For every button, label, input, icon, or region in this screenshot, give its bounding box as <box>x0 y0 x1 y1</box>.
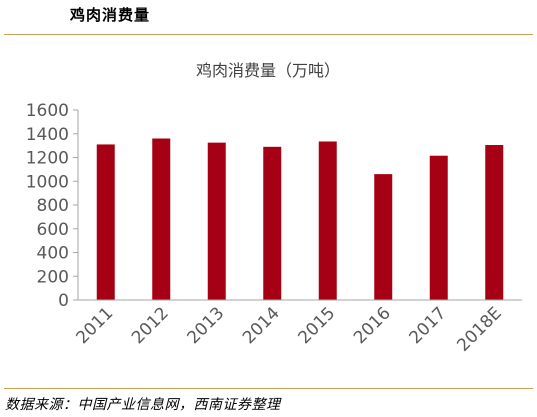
x-tick-label: 2014 <box>239 303 284 348</box>
y-tick-label: 600 <box>37 220 69 240</box>
y-axis: 0 200 400 600 800 1000 1200 1400 1600 <box>26 101 79 311</box>
x-axis: 2011 2012 2013 2014 2015 2016 2017 2018E <box>73 299 522 356</box>
bottom-divider <box>4 388 533 389</box>
chart-title: 鸡肉消费量（万吨） <box>196 61 340 80</box>
x-tick-label: 2012 <box>128 303 173 348</box>
bar <box>152 138 171 300</box>
bar <box>96 144 115 300</box>
bar <box>263 146 282 300</box>
source-note: 数据来源：中国产业信息网，西南证券整理 <box>5 397 281 413</box>
y-tick-label: 0 <box>58 291 69 311</box>
y-tick-label: 1600 <box>26 101 69 121</box>
x-tick-label: 2018E <box>453 303 505 355</box>
x-tick-label: 2011 <box>73 303 118 348</box>
x-tick-label: 2016 <box>350 303 395 348</box>
top-divider <box>4 34 533 35</box>
x-tick-label: 2013 <box>184 303 229 348</box>
x-tick-label: 2017 <box>406 303 451 348</box>
bar <box>318 141 337 300</box>
bar <box>374 174 393 300</box>
y-tick-label: 1000 <box>26 172 69 192</box>
bar <box>485 145 504 300</box>
x-tick-label: 2015 <box>295 303 340 348</box>
page-title: 鸡肉消费量 <box>70 6 151 24</box>
bar <box>207 142 226 300</box>
bar <box>429 155 448 300</box>
bars <box>96 138 504 300</box>
y-tick-label: 200 <box>37 267 69 287</box>
y-tick-label: 400 <box>37 244 69 264</box>
y-tick-label: 800 <box>37 196 69 216</box>
y-tick-label: 1200 <box>26 149 69 169</box>
y-tick-label: 1400 <box>26 125 69 145</box>
